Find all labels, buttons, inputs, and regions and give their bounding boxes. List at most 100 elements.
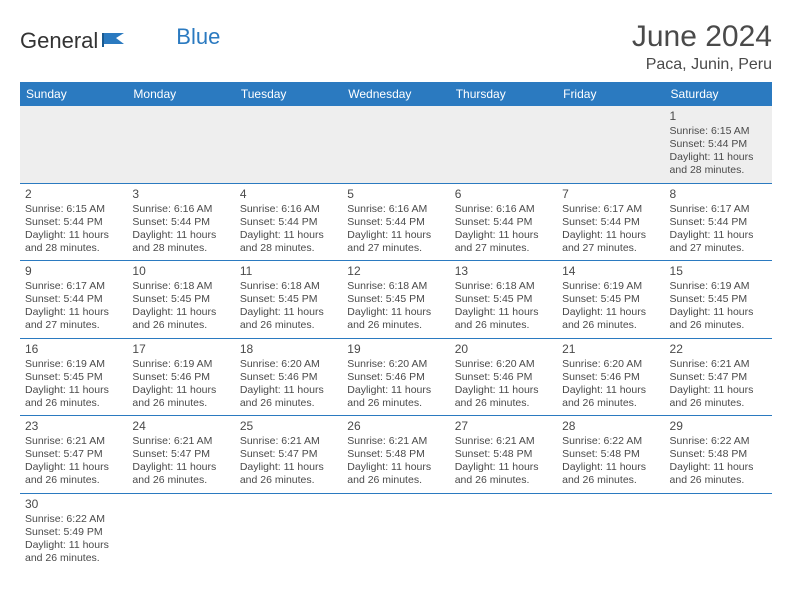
calendar-empty-cell bbox=[235, 493, 342, 570]
day-number: 10 bbox=[132, 264, 229, 278]
day-info: Sunrise: 6:20 AMSunset: 5:46 PMDaylight:… bbox=[562, 358, 659, 411]
dayhead-wed: Wednesday bbox=[342, 82, 449, 106]
calendar-day-cell: 26 Sunrise: 6:21 AMSunset: 5:48 PMDayligh… bbox=[342, 416, 449, 494]
calendar-day-cell: 19 Sunrise: 6:20 AMSunset: 5:46 PMDayligh… bbox=[342, 338, 449, 416]
day-number: 12 bbox=[347, 264, 444, 278]
day-number: 11 bbox=[240, 264, 337, 278]
calendar-week-row: 16 Sunrise: 6:19 AMSunset: 5:45 PMDayligh… bbox=[20, 338, 772, 416]
day-info: Sunrise: 6:15 AMSunset: 5:44 PMDaylight:… bbox=[25, 203, 122, 256]
logo-text-2: Blue bbox=[176, 24, 220, 50]
day-number: 16 bbox=[25, 342, 122, 356]
day-number: 17 bbox=[132, 342, 229, 356]
logo-flag-icon bbox=[102, 28, 128, 54]
logo-text-1: General bbox=[20, 28, 98, 54]
calendar-day-cell: 11 Sunrise: 6:18 AMSunset: 5:45 PMDayligh… bbox=[235, 261, 342, 339]
dayhead-sun: Sunday bbox=[20, 82, 127, 106]
logo: General Blue bbox=[20, 20, 220, 54]
calendar-empty-cell bbox=[450, 106, 557, 183]
day-number: 28 bbox=[562, 419, 659, 433]
calendar-day-cell: 10 Sunrise: 6:18 AMSunset: 5:45 PMDayligh… bbox=[127, 261, 234, 339]
calendar-day-cell: 23Sunrise: 6:21 AMSunset: 5:47 PMDayligh… bbox=[20, 416, 127, 494]
calendar-week-row: 30Sunrise: 6:22 AMSunset: 5:49 PMDayligh… bbox=[20, 493, 772, 570]
dayhead-sat: Saturday bbox=[665, 82, 772, 106]
day-info: Sunrise: 6:19 AMSunset: 5:45 PMDaylight:… bbox=[25, 358, 122, 411]
day-info: Sunrise: 6:20 AMSunset: 5:46 PMDaylight:… bbox=[347, 358, 444, 411]
calendar-day-cell: 1 Sunrise: 6:15 AMSunset: 5:44 PMDaylight… bbox=[665, 106, 772, 183]
calendar-empty-cell bbox=[665, 493, 772, 570]
title-block: June 2024 Paca, Junin, Peru bbox=[632, 20, 772, 74]
day-info: Sunrise: 6:20 AMSunset: 5:46 PMDaylight:… bbox=[455, 358, 552, 411]
day-info: Sunrise: 6:16 AMSunset: 5:44 PMDaylight:… bbox=[132, 203, 229, 256]
calendar-body: 1 Sunrise: 6:15 AMSunset: 5:44 PMDaylight… bbox=[20, 106, 772, 570]
day-info: Sunrise: 6:17 AMSunset: 5:44 PMDaylight:… bbox=[25, 280, 122, 333]
calendar-week-row: 1 Sunrise: 6:15 AMSunset: 5:44 PMDaylight… bbox=[20, 106, 772, 183]
day-number: 2 bbox=[25, 187, 122, 201]
day-info: Sunrise: 6:19 AMSunset: 5:46 PMDaylight:… bbox=[132, 358, 229, 411]
page-header: General Blue June 2024 Paca, Junin, Peru bbox=[20, 20, 772, 74]
calendar-day-cell: 14 Sunrise: 6:19 AMSunset: 5:45 PMDayligh… bbox=[557, 261, 664, 339]
calendar-day-cell: 18 Sunrise: 6:20 AMSunset: 5:46 PMDayligh… bbox=[235, 338, 342, 416]
day-info: Sunrise: 6:18 AMSunset: 5:45 PMDaylight:… bbox=[347, 280, 444, 333]
day-info: Sunrise: 6:18 AMSunset: 5:45 PMDaylight:… bbox=[455, 280, 552, 333]
day-number: 26 bbox=[347, 419, 444, 433]
calendar-day-cell: 13 Sunrise: 6:18 AMSunset: 5:45 PMDayligh… bbox=[450, 261, 557, 339]
calendar-day-cell: 30Sunrise: 6:22 AMSunset: 5:49 PMDayligh… bbox=[20, 493, 127, 570]
day-info: Sunrise: 6:21 AMSunset: 5:47 PMDaylight:… bbox=[670, 358, 767, 411]
calendar-day-cell: 2 Sunrise: 6:15 AMSunset: 5:44 PMDaylight… bbox=[20, 183, 127, 261]
day-info: Sunrise: 6:20 AMSunset: 5:46 PMDaylight:… bbox=[240, 358, 337, 411]
calendar-day-cell: 16 Sunrise: 6:19 AMSunset: 5:45 PMDayligh… bbox=[20, 338, 127, 416]
day-number: 7 bbox=[562, 187, 659, 201]
day-info: Sunrise: 6:18 AMSunset: 5:45 PMDaylight:… bbox=[240, 280, 337, 333]
calendar-day-cell: 27Sunrise: 6:21 AMSunset: 5:48 PMDayligh… bbox=[450, 416, 557, 494]
dayhead-mon: Monday bbox=[127, 82, 234, 106]
calendar-empty-cell bbox=[342, 106, 449, 183]
day-info: Sunrise: 6:21 AMSunset: 5:47 PMDaylight:… bbox=[240, 435, 337, 488]
calendar-day-cell: 7 Sunrise: 6:17 AMSunset: 5:44 PMDaylight… bbox=[557, 183, 664, 261]
day-number: 13 bbox=[455, 264, 552, 278]
calendar-empty-cell bbox=[450, 493, 557, 570]
calendar-day-cell: 29 Sunrise: 6:22 AMSunset: 5:48 PMDayligh… bbox=[665, 416, 772, 494]
day-number: 23 bbox=[25, 419, 122, 433]
day-info: Sunrise: 6:21 AMSunset: 5:47 PMDaylight:… bbox=[132, 435, 229, 488]
calendar-empty-cell bbox=[235, 106, 342, 183]
day-info: Sunrise: 6:19 AMSunset: 5:45 PMDaylight:… bbox=[562, 280, 659, 333]
day-number: 9 bbox=[25, 264, 122, 278]
calendar-page: General Blue June 2024 Paca, Junin, Peru… bbox=[0, 0, 792, 570]
day-number: 22 bbox=[670, 342, 767, 356]
calendar-table: Sunday Monday Tuesday Wednesday Thursday… bbox=[20, 82, 772, 570]
calendar-day-cell: 15Sunrise: 6:19 AMSunset: 5:45 PMDayligh… bbox=[665, 261, 772, 339]
calendar-day-cell: 20Sunrise: 6:20 AMSunset: 5:46 PMDayligh… bbox=[450, 338, 557, 416]
day-info: Sunrise: 6:17 AMSunset: 5:44 PMDaylight:… bbox=[562, 203, 659, 256]
calendar-empty-cell bbox=[127, 106, 234, 183]
day-number: 29 bbox=[670, 419, 767, 433]
calendar-day-cell: 17 Sunrise: 6:19 AMSunset: 5:46 PMDayligh… bbox=[127, 338, 234, 416]
day-number: 1 bbox=[670, 109, 767, 123]
calendar-week-row: 23 Sunrise: 6:21 AMSunset: 5:47 PMDayligh… bbox=[20, 416, 772, 494]
dayhead-thu: Thursday bbox=[450, 82, 557, 106]
day-number: 14 bbox=[562, 264, 659, 278]
calendar-day-cell: 24Sunrise: 6:21 AMSunset: 5:47 PMDayligh… bbox=[127, 416, 234, 494]
calendar-week-row: 9 Sunrise: 6:17 AMSunset: 5:44 PMDaylight… bbox=[20, 261, 772, 339]
day-number: 19 bbox=[347, 342, 444, 356]
day-number: 15 bbox=[670, 264, 767, 278]
calendar-empty-cell bbox=[342, 493, 449, 570]
day-number: 6 bbox=[455, 187, 552, 201]
day-info: Sunrise: 6:21 AMSunset: 5:48 PMDaylight:… bbox=[347, 435, 444, 488]
day-number: 30 bbox=[25, 497, 122, 511]
day-info: Sunrise: 6:22 AMSunset: 5:48 PMDaylight:… bbox=[670, 435, 767, 488]
calendar-empty-cell bbox=[557, 106, 664, 183]
month-title: June 2024 bbox=[632, 20, 772, 54]
calendar-empty-cell bbox=[20, 106, 127, 183]
day-number: 18 bbox=[240, 342, 337, 356]
day-info: Sunrise: 6:18 AMSunset: 5:45 PMDaylight:… bbox=[132, 280, 229, 333]
day-number: 27 bbox=[455, 419, 552, 433]
dayhead-tue: Tuesday bbox=[235, 82, 342, 106]
calendar-day-cell: 25Sunrise: 6:21 AMSunset: 5:47 PMDayligh… bbox=[235, 416, 342, 494]
calendar-day-cell: 12 Sunrise: 6:18 AMSunset: 5:45 PMDayligh… bbox=[342, 261, 449, 339]
day-info: Sunrise: 6:17 AMSunset: 5:44 PMDaylight:… bbox=[670, 203, 767, 256]
calendar-day-cell: 5Sunrise: 6:16 AMSunset: 5:44 PMDaylight… bbox=[342, 183, 449, 261]
calendar-day-cell: 4Sunrise: 6:16 AMSunset: 5:44 PMDaylight… bbox=[235, 183, 342, 261]
day-info: Sunrise: 6:15 AMSunset: 5:44 PMDaylight:… bbox=[670, 125, 767, 178]
day-number: 3 bbox=[132, 187, 229, 201]
calendar-day-cell: 8Sunrise: 6:17 AMSunset: 5:44 PMDaylight… bbox=[665, 183, 772, 261]
